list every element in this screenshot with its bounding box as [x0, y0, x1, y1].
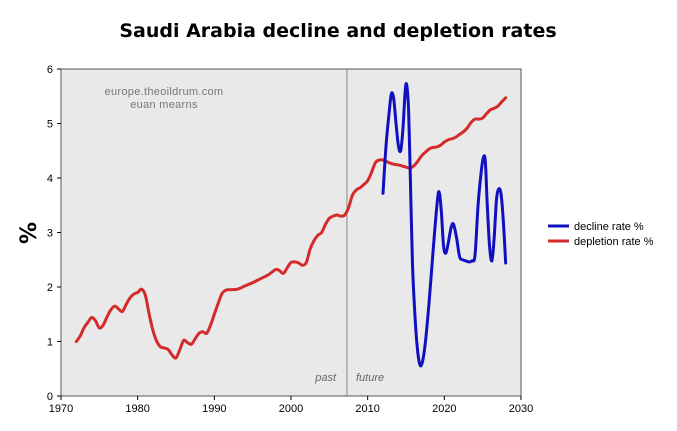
- plot-area: [60, 68, 522, 397]
- x-tick-label: 1980: [125, 403, 149, 415]
- y-tick-label: 0: [47, 391, 53, 403]
- legend: decline rate % depletion rate %: [548, 221, 654, 248]
- x-axis: 1970 1980 1990 2000 2010 2020 2030: [49, 396, 533, 415]
- y-tick-label: 6: [47, 64, 53, 76]
- series-layer: [74, 82, 508, 368]
- y-tick-label: 1: [47, 337, 53, 349]
- source-annotation: europe.theoildrum.com: [105, 86, 224, 98]
- past-annotation: past: [314, 372, 337, 384]
- y-axis: 0 1 2 3 4 5 6: [47, 64, 61, 403]
- x-tick-label: 1970: [49, 403, 73, 415]
- x-tick-label: 1990: [202, 403, 226, 415]
- y-axis-label: %: [17, 222, 42, 244]
- x-tick-label: 2030: [509, 403, 533, 415]
- y-tick-label: 2: [47, 282, 53, 294]
- x-tick-label: 2010: [355, 403, 379, 415]
- future-annotation: future: [356, 372, 384, 384]
- author-annotation: euan mearns: [130, 99, 198, 111]
- series-line-decline-rate: [381, 82, 508, 368]
- y-tick-label: 4: [47, 173, 53, 185]
- legend-label-decline-rate: decline rate %: [574, 221, 644, 233]
- y-tick-label: 3: [47, 228, 53, 240]
- y-tick-label: 5: [47, 119, 53, 131]
- x-tick-label: 2020: [432, 403, 456, 415]
- chart-title: Saudi Arabia decline and depletion rates: [119, 20, 556, 42]
- legend-label-depletion-rate: depletion rate %: [574, 236, 654, 248]
- series-line-depletion-rate: [74, 96, 508, 360]
- x-tick-label: 2000: [279, 403, 303, 415]
